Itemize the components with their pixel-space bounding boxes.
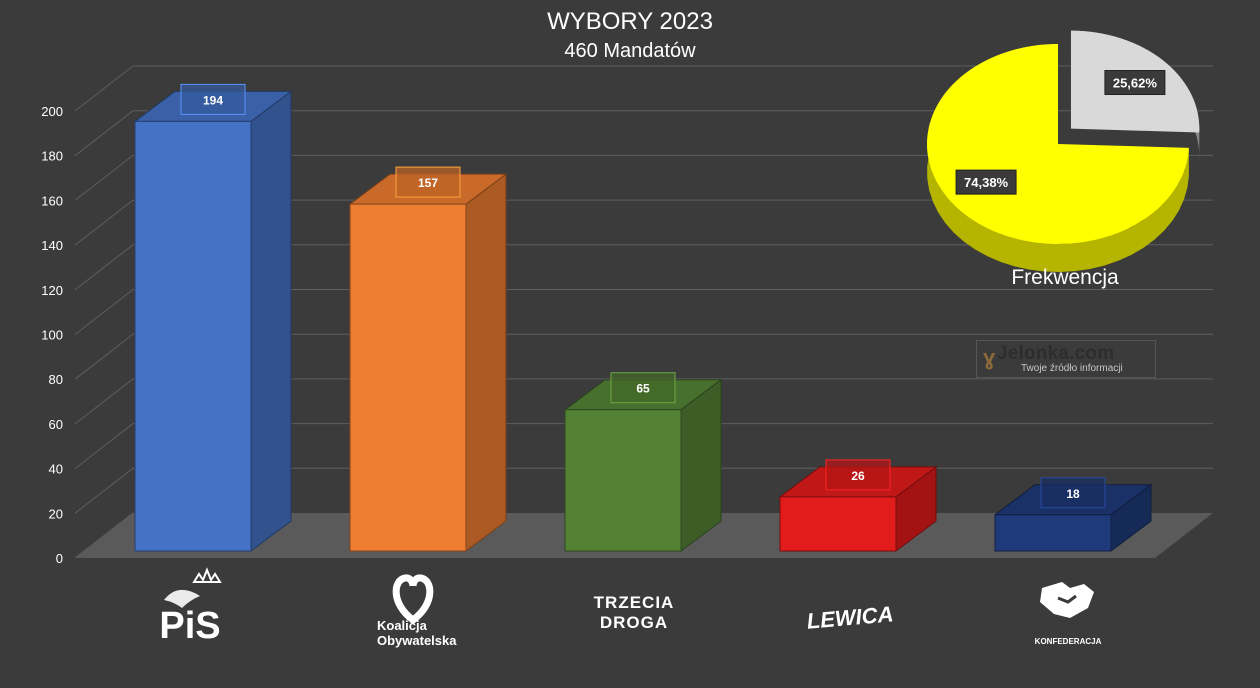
- watermark-main: Jelonka.com: [997, 343, 1115, 364]
- pie-data-label: 74,38%: [955, 169, 1017, 195]
- crown-icon: [192, 567, 222, 583]
- data-label: 194: [180, 83, 246, 115]
- y-tick-label: 40: [49, 462, 63, 477]
- gridline-side: [74, 423, 134, 469]
- y-tick-label: 80: [49, 372, 63, 387]
- gridline-side: [74, 378, 134, 425]
- data-label-box: [180, 83, 246, 115]
- gridline-side: [74, 289, 134, 335]
- eagle-icon: [164, 589, 200, 608]
- emblem-detail-icon: [1057, 594, 1077, 604]
- y-tick-label: 200: [41, 104, 63, 119]
- y-tick-label: 180: [41, 149, 63, 164]
- pie-data-label: 25,62%: [1104, 70, 1166, 96]
- bar-front: [134, 120, 252, 552]
- bar: [348, 173, 508, 552]
- pie-chart-title: Frekwencja: [1011, 266, 1119, 289]
- deer-icon: ɣ: [983, 345, 996, 370]
- ko-logo: Koalicja Obywatelska: [377, 574, 457, 648]
- gridline-side: [74, 110, 134, 157]
- data-label-box: [395, 166, 461, 198]
- bar-front: [994, 514, 1112, 552]
- data-label: 65: [610, 372, 676, 404]
- watermark: ɣ Jelonka.com Twoje źródło informacji: [976, 340, 1156, 378]
- pie-label-box: [1104, 70, 1166, 96]
- y-tick-label: 100: [41, 328, 63, 343]
- bar: [778, 465, 938, 552]
- bar-side: [465, 173, 507, 552]
- watermark-sub: Twoje źródło informacji: [1021, 363, 1123, 374]
- gridline-side: [74, 244, 134, 291]
- data-label-text: 194: [203, 93, 223, 107]
- gridline-side: [74, 333, 134, 380]
- bar-side: [250, 90, 292, 552]
- y-tick-label: 120: [41, 283, 63, 298]
- td-logo-line1: TRZECIA: [594, 593, 675, 612]
- data-label: 157: [395, 166, 461, 198]
- konfederacja-logo: KONFEDERACJA: [1035, 582, 1102, 646]
- data-label-text: 157: [418, 176, 438, 190]
- y-tick-label: 20: [49, 506, 63, 521]
- gridline-side: [74, 155, 134, 201]
- pis-logo-text: PiS: [159, 605, 220, 647]
- pis-logo: PiS: [159, 567, 222, 647]
- data-label-text: 65: [636, 382, 650, 396]
- chart-title: WYBORY 2023: [547, 8, 713, 35]
- data-label-text: 18: [1066, 487, 1080, 501]
- data-label: 18: [1040, 477, 1106, 509]
- gridline-side: [74, 199, 134, 246]
- data-label-text: 26: [851, 469, 865, 483]
- chart-subtitle: 460 Mandatów: [564, 40, 696, 62]
- konfederacja-logo-text: KONFEDERACJA: [1035, 637, 1102, 646]
- lewica-logo-text: LEWICA: [806, 601, 895, 633]
- bar: [563, 378, 723, 552]
- pie-label-text: 74,38%: [964, 175, 1009, 190]
- ko-logo-line2: Obywatelska: [377, 633, 457, 648]
- heart-icon: [392, 574, 434, 625]
- data-label: 26: [825, 459, 891, 491]
- td-logo-line2: DROGA: [600, 613, 668, 632]
- lewica-logo: LEWICA: [806, 601, 895, 633]
- gridline-side: [74, 467, 134, 514]
- y-tick-label: 160: [41, 193, 63, 208]
- pie-label-text: 25,62%: [1113, 76, 1158, 91]
- bar-front: [564, 409, 682, 552]
- data-label-box: [1040, 477, 1106, 509]
- bar: [133, 90, 293, 552]
- gridline-side: [74, 65, 134, 112]
- y-tick-label: 60: [49, 417, 63, 432]
- td-logo: TRZECIA DROGA: [594, 593, 675, 632]
- bar-front: [779, 496, 897, 552]
- y-tick-label: 140: [41, 238, 63, 253]
- pie-label-box: [955, 169, 1017, 195]
- data-label-box: [825, 459, 891, 491]
- data-label-box: [610, 372, 676, 404]
- ko-logo-line1: Koalicja: [377, 618, 428, 633]
- bar-front: [349, 203, 467, 552]
- y-tick-label: 0: [56, 551, 63, 566]
